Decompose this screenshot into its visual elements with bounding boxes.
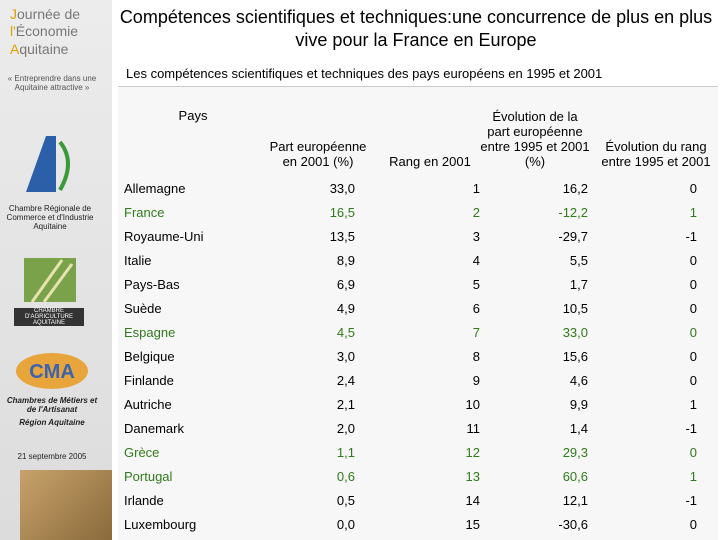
- country: Royaume-Uni: [124, 229, 204, 244]
- country: Allemagne: [124, 181, 186, 196]
- cell-value: 9,9: [569, 397, 588, 412]
- logo-caption: CHAMBRE D'AGRICULTURE AQUITAINE: [14, 308, 84, 326]
- cell-value: 2,1: [336, 397, 355, 412]
- cell-value: 9: [472, 373, 480, 388]
- country: Belgique: [124, 349, 175, 364]
- event-title: Aquitaine: [10, 41, 69, 57]
- country: Autriche: [124, 397, 172, 412]
- cell-value: 0,6: [336, 469, 355, 484]
- cell-value: -1: [685, 229, 697, 244]
- country: Luxembourg: [124, 517, 197, 532]
- country: Portugal: [124, 469, 173, 484]
- cell-value: 4,9: [336, 301, 355, 316]
- cell-value: 0: [689, 277, 697, 292]
- event-title: l'Économie: [10, 23, 79, 39]
- cell-value: 4: [472, 253, 480, 268]
- cell-value: 6,9: [336, 277, 355, 292]
- logo-caption: Chambre Régionale de Commerce et d'Indus…: [6, 204, 94, 231]
- cell-value: 0: [689, 445, 697, 460]
- svg-text:CMA: CMA: [29, 361, 75, 383]
- subtitle: Les compétences scientifiques et techniq…: [126, 66, 603, 81]
- cell-value: 60,6: [562, 469, 588, 484]
- cma-logo: CMA: [16, 353, 88, 389]
- cell-value: -30,6: [558, 517, 588, 532]
- cell-value: 1,1: [336, 445, 355, 460]
- cell-value: 7: [472, 325, 480, 340]
- cell-value: 1,4: [569, 421, 588, 436]
- cell-value: 12,1: [562, 493, 588, 508]
- cell-value: 2: [472, 205, 480, 220]
- country: France: [124, 205, 165, 220]
- cell-value: 15: [465, 517, 480, 532]
- sidebar: Journée de l'Économie Aquitaine « Entrep…: [0, 0, 112, 540]
- cell-value: -1: [685, 421, 697, 436]
- cell-value: 5: [472, 277, 480, 292]
- cell-value: 4,5: [336, 325, 355, 340]
- cell-value: 1: [689, 469, 697, 484]
- table: Pays Part européenne en 2001 (%) Rang en 2…: [118, 86, 718, 540]
- cell-value: 13,5: [329, 229, 355, 244]
- cell-value: 6: [472, 301, 480, 316]
- cell-value: 0: [689, 349, 697, 364]
- event-title: Journée de: [10, 6, 81, 22]
- photo: [20, 470, 112, 540]
- country: Irlande: [124, 493, 164, 508]
- tagline: « Entreprendre dans une Aquitaine attrac…: [7, 74, 97, 92]
- cell-value: 33,0: [329, 181, 355, 196]
- cell-value: 10,5: [562, 301, 588, 316]
- cell-value: 33,0: [562, 325, 588, 340]
- column-header: Rang en 2001: [389, 154, 471, 169]
- cell-value: -29,7: [558, 229, 588, 244]
- cell-value: 16,2: [562, 181, 588, 196]
- cell-value: 4,6: [569, 373, 588, 388]
- cell-value: 1: [472, 181, 480, 196]
- cell-value: 16,5: [329, 205, 355, 220]
- country: Italie: [124, 253, 152, 268]
- title: Compétences scientifiques et techniques:…: [119, 7, 713, 50]
- cell-value: 1: [689, 397, 697, 412]
- cell-value: 0: [689, 181, 697, 196]
- cell-value: 15,6: [562, 349, 588, 364]
- cell-value: 2,4: [336, 373, 355, 388]
- cell-value: 0: [689, 325, 697, 340]
- column-header: Évolution de la part européenne entre 19…: [480, 109, 590, 169]
- logo-caption: Région Aquitaine: [19, 418, 85, 427]
- cell-value: 3,0: [336, 349, 355, 364]
- cci-logo: [26, 136, 70, 192]
- cell-value: 0: [689, 517, 697, 532]
- cell-value: 3: [472, 229, 480, 244]
- agri-logo: [24, 258, 76, 303]
- cell-value: 13: [465, 469, 480, 484]
- column-header: Pays: [178, 108, 208, 123]
- country: Grèce: [124, 445, 160, 460]
- cell-value: 8: [472, 349, 480, 364]
- country: Danemark: [124, 421, 184, 436]
- cell-value: 14: [465, 493, 480, 508]
- cell-value: 10: [465, 397, 480, 412]
- column-header: Part européenne en 2001 (%): [269, 139, 367, 169]
- country: Espagne: [124, 325, 176, 340]
- country: Finlande: [124, 373, 174, 388]
- cell-value: 0: [689, 373, 697, 388]
- cell-value: -1: [685, 493, 697, 508]
- logo-caption: Chambres de Métiers et de l'Artisanat: [6, 396, 98, 414]
- cell-value: 11: [466, 421, 481, 436]
- cell-value: 0: [689, 253, 697, 268]
- cell-value: 12: [465, 445, 480, 460]
- column-header: Évolution du rang entre 1995 et 2001: [601, 139, 711, 169]
- date: 21 septembre 2005: [17, 452, 87, 461]
- cell-value: 8,9: [336, 253, 355, 268]
- cell-value: 5,5: [569, 253, 588, 268]
- cell-value: 0: [689, 301, 697, 316]
- cell-value: 29,3: [562, 445, 588, 460]
- cell-value: 2,0: [336, 421, 355, 436]
- cell-value: 1,7: [569, 277, 588, 292]
- cell-value: 1: [689, 205, 697, 220]
- country: Pays-Bas: [124, 277, 180, 292]
- cell-value: 0,5: [336, 493, 355, 508]
- country: Suède: [124, 301, 162, 316]
- cell-value: -12,2: [558, 205, 588, 220]
- cell-value: 0,0: [336, 517, 355, 532]
